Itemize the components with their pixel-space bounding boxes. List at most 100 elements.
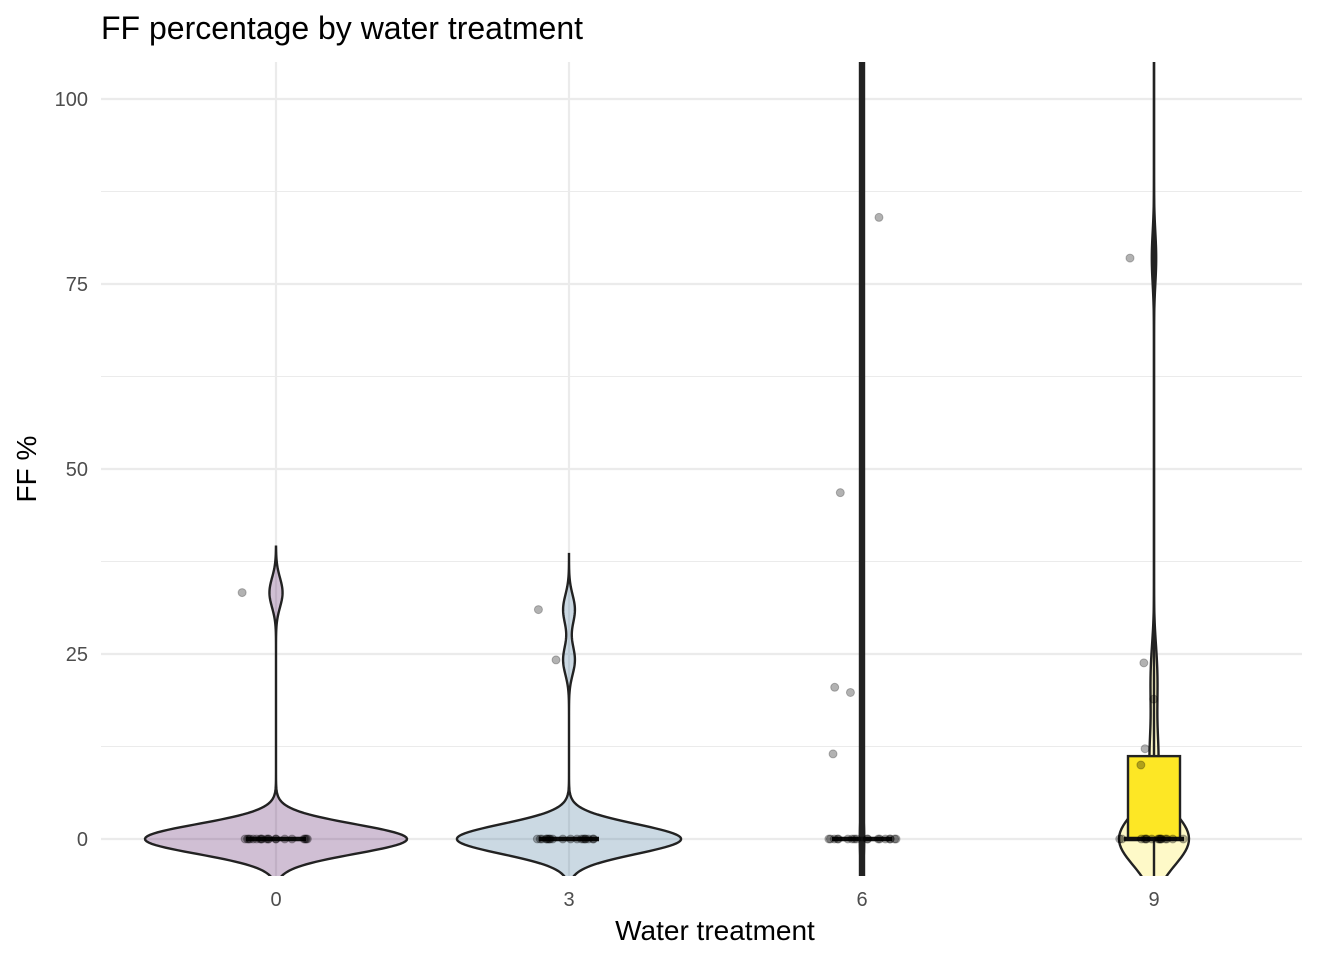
- x-tick-label: 0: [270, 889, 281, 911]
- data-point: [1139, 658, 1149, 668]
- data-point: [244, 834, 254, 844]
- data-point: [1162, 834, 1172, 844]
- y-tick-label: 50: [66, 459, 88, 481]
- data-point: [833, 834, 843, 844]
- data-point: [245, 834, 255, 844]
- data-point: [1125, 253, 1135, 263]
- data-point: [863, 834, 873, 844]
- data-point: [1149, 694, 1159, 704]
- data-point: [1136, 834, 1146, 844]
- data-point: [262, 834, 272, 844]
- data-point: [532, 834, 542, 844]
- data-point: [589, 834, 599, 844]
- data-point: [544, 834, 554, 844]
- data-point: [1154, 834, 1164, 844]
- data-point: [542, 834, 552, 844]
- data-point: [874, 212, 884, 222]
- data-point: [845, 687, 855, 697]
- data-point: [588, 834, 598, 844]
- data-point: [824, 834, 834, 844]
- data-point: [1178, 834, 1188, 844]
- data-point: [541, 834, 551, 844]
- data-point: [581, 834, 591, 844]
- data-point: [287, 834, 297, 844]
- y-tick-label: 25: [66, 644, 88, 666]
- data-point: [825, 834, 835, 844]
- data-point: [300, 834, 310, 844]
- data-point: [829, 834, 839, 844]
- y-axis-title: FF %: [11, 436, 42, 503]
- data-point: [583, 834, 593, 844]
- tick-layer: 0 25 50 75 100 0 3 6 9: [55, 89, 1160, 911]
- data-point: [843, 834, 853, 844]
- data-point: [576, 834, 586, 844]
- chart-title: FF percentage by water treatment: [101, 10, 583, 46]
- x-axis-title: Water treatment: [615, 915, 815, 946]
- data-point: [580, 834, 590, 844]
- data-point: [862, 834, 872, 844]
- grid-layer: [101, 62, 1302, 876]
- data-point: [1140, 744, 1150, 754]
- data-point: [875, 834, 885, 844]
- data-point: [1147, 834, 1157, 844]
- data-point: [1160, 834, 1170, 844]
- data-point: [833, 834, 843, 844]
- data-point: [240, 834, 250, 844]
- x-tick-label: 3: [563, 889, 574, 911]
- y-tick-label: 0: [77, 829, 88, 851]
- data-point: [847, 834, 857, 844]
- data-point: [885, 834, 895, 844]
- data-point: [257, 834, 267, 844]
- data-point: [263, 834, 273, 844]
- x-tick-label: 6: [856, 889, 867, 911]
- data-point: [873, 834, 883, 844]
- data-point: [1117, 834, 1127, 844]
- data-point: [255, 834, 265, 844]
- violin-3: [455, 552, 683, 876]
- data-point: [242, 834, 252, 844]
- box-6: [858, 62, 866, 876]
- data-point: [1156, 834, 1166, 844]
- data-point: [1141, 834, 1151, 844]
- data-point: [572, 834, 582, 844]
- data-point: [299, 834, 309, 844]
- data-point: [566, 834, 576, 844]
- data-point: [301, 834, 311, 844]
- data-point: [828, 749, 838, 759]
- data-point: [880, 834, 890, 844]
- data-point: [835, 488, 845, 498]
- data-point: [271, 834, 281, 844]
- data-point: [257, 834, 267, 844]
- data-point: [237, 588, 247, 598]
- data-point: [885, 834, 895, 844]
- data-point: [1115, 834, 1125, 844]
- data-point: [830, 682, 840, 692]
- data-point: [545, 834, 555, 844]
- violin-0: [143, 545, 409, 876]
- data-point: [537, 834, 547, 844]
- data-point: [1155, 834, 1165, 844]
- data-point: [280, 834, 290, 844]
- data-point: [263, 834, 273, 844]
- data-point: [1156, 834, 1166, 844]
- data-point: [271, 834, 281, 844]
- data-point: [533, 605, 543, 615]
- data-point: [890, 834, 900, 844]
- box-9: [1126, 754, 1182, 841]
- point-layer: [237, 212, 1188, 844]
- data-point: [891, 834, 901, 844]
- data-point: [252, 834, 262, 844]
- data-point: [851, 834, 861, 844]
- data-point: [548, 834, 558, 844]
- y-tick-label: 100: [55, 89, 88, 111]
- data-point: [578, 834, 588, 844]
- x-tick-label: 9: [1148, 889, 1159, 911]
- data-point: [558, 834, 568, 844]
- data-point: [535, 834, 545, 844]
- y-tick-label: 75: [66, 274, 88, 296]
- data-point: [302, 834, 312, 844]
- data-point: [551, 655, 561, 665]
- data-point: [1136, 760, 1146, 770]
- box-layer: [246, 62, 1184, 876]
- data-point: [849, 834, 859, 844]
